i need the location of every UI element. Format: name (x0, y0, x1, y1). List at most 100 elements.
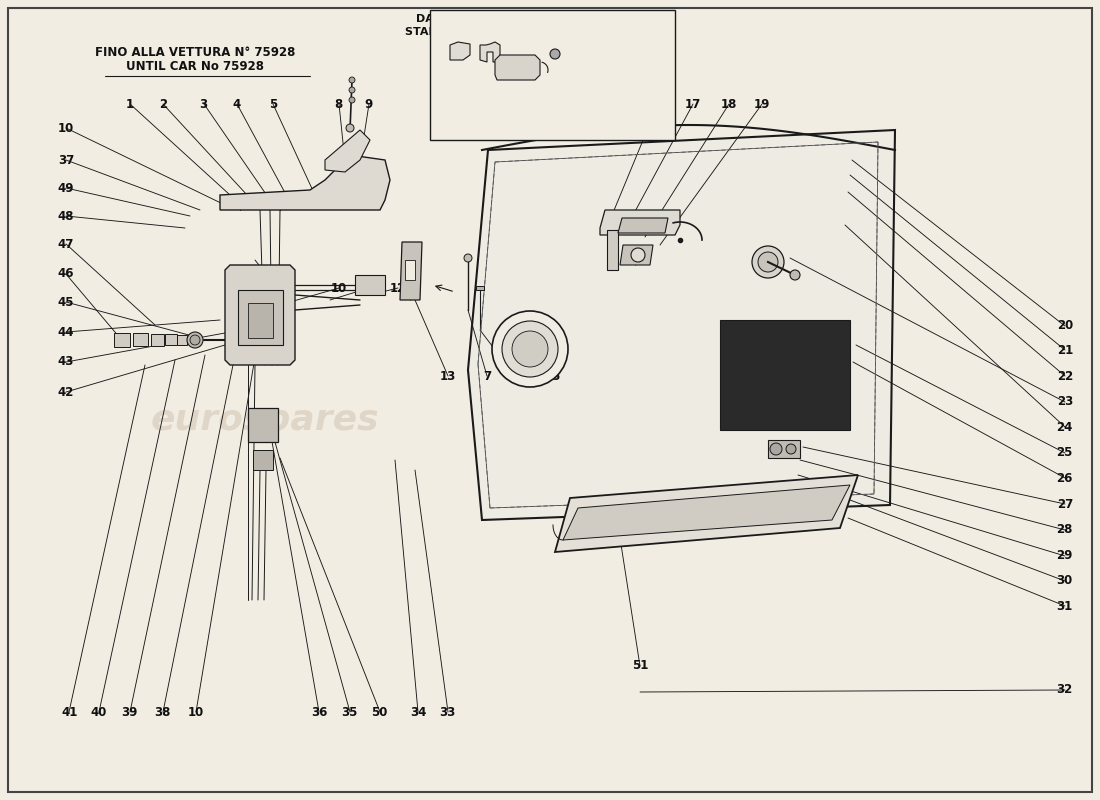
Text: 39: 39 (122, 706, 138, 718)
Text: 22: 22 (1057, 370, 1072, 382)
Circle shape (349, 87, 355, 93)
Text: 2: 2 (158, 98, 167, 110)
Text: 20: 20 (1057, 319, 1072, 332)
Circle shape (512, 331, 548, 367)
Polygon shape (450, 42, 470, 60)
Text: 40: 40 (91, 706, 107, 718)
Text: STARTING FROM CAR No 75929: STARTING FROM CAR No 75929 (405, 27, 600, 37)
Text: 12: 12 (390, 282, 406, 294)
Text: 30: 30 (1057, 574, 1072, 587)
Text: 4: 4 (232, 98, 241, 110)
Text: FINO ALLA VETTURA N° 75928: FINO ALLA VETTURA N° 75928 (95, 46, 295, 58)
Text: 32: 32 (1057, 683, 1072, 696)
Circle shape (502, 321, 558, 377)
Circle shape (758, 252, 778, 272)
Polygon shape (480, 42, 501, 62)
Text: 53: 53 (469, 126, 483, 136)
Text: eurospares: eurospares (151, 403, 380, 437)
Text: 16: 16 (650, 98, 666, 110)
Text: 3: 3 (199, 98, 208, 110)
Bar (405, 260, 415, 280)
Polygon shape (226, 265, 295, 365)
Text: 17: 17 (685, 98, 701, 110)
Text: 19: 19 (755, 98, 770, 110)
Text: 8: 8 (483, 19, 491, 29)
Circle shape (492, 311, 568, 387)
Text: 8: 8 (334, 98, 343, 110)
Bar (177, 335, 187, 345)
Bar (720, 320, 850, 430)
Circle shape (187, 332, 204, 348)
Circle shape (790, 270, 800, 280)
Bar (133, 333, 147, 346)
Bar (114, 333, 130, 347)
Text: 4: 4 (451, 19, 459, 29)
Text: 55: 55 (519, 126, 535, 136)
Text: 5: 5 (268, 98, 277, 110)
Circle shape (346, 124, 354, 132)
Circle shape (770, 443, 782, 455)
Text: 14: 14 (507, 370, 522, 382)
Polygon shape (220, 155, 390, 210)
Polygon shape (324, 130, 370, 172)
Text: 34: 34 (410, 706, 426, 718)
Text: 7: 7 (483, 370, 492, 382)
Text: 42: 42 (58, 386, 74, 398)
Circle shape (349, 77, 355, 83)
Text: 1: 1 (125, 98, 134, 110)
Text: 10: 10 (331, 282, 346, 294)
Text: 56: 56 (548, 19, 562, 29)
Polygon shape (400, 242, 422, 300)
Text: 11: 11 (361, 282, 376, 294)
Text: 48: 48 (57, 210, 75, 222)
Text: 25: 25 (1057, 446, 1072, 459)
Polygon shape (355, 275, 385, 295)
Text: 15: 15 (546, 370, 561, 382)
Polygon shape (468, 130, 895, 520)
Text: 35: 35 (342, 706, 358, 718)
Text: 9: 9 (364, 98, 373, 110)
Text: 27: 27 (1057, 498, 1072, 510)
Polygon shape (600, 210, 680, 235)
Polygon shape (563, 485, 850, 540)
Polygon shape (607, 230, 618, 270)
Circle shape (464, 254, 472, 262)
Text: 51: 51 (632, 659, 648, 672)
Text: 33: 33 (440, 706, 455, 718)
Text: 45: 45 (57, 296, 75, 309)
Text: 18: 18 (722, 98, 737, 110)
Text: 10: 10 (188, 706, 204, 718)
Polygon shape (618, 218, 668, 233)
Polygon shape (253, 450, 273, 470)
Text: 6: 6 (273, 282, 282, 294)
Text: 23: 23 (1057, 395, 1072, 408)
Text: 13: 13 (440, 370, 455, 382)
Circle shape (349, 97, 355, 103)
Text: 54: 54 (488, 126, 504, 136)
Text: 31: 31 (1057, 600, 1072, 613)
Polygon shape (620, 245, 653, 265)
Text: 46: 46 (57, 267, 75, 280)
Text: 49: 49 (57, 182, 75, 194)
Text: eurospares: eurospares (616, 403, 845, 437)
Bar (430, 10, 675, 140)
Text: 44: 44 (57, 326, 75, 338)
Text: 41: 41 (62, 706, 77, 718)
Polygon shape (495, 55, 540, 80)
Polygon shape (556, 475, 858, 552)
Text: 28: 28 (1057, 523, 1072, 536)
Text: 43: 43 (58, 355, 74, 368)
Circle shape (190, 335, 200, 345)
Text: 10: 10 (58, 122, 74, 134)
Text: 38: 38 (155, 706, 170, 718)
Polygon shape (476, 286, 484, 290)
Text: 37: 37 (58, 154, 74, 166)
Text: 26: 26 (1057, 472, 1072, 485)
Bar (248, 303, 273, 338)
Circle shape (550, 49, 560, 59)
Bar (165, 334, 176, 345)
Bar (238, 290, 283, 345)
Text: 24: 24 (1057, 421, 1072, 434)
Polygon shape (768, 440, 800, 458)
Circle shape (786, 444, 796, 454)
